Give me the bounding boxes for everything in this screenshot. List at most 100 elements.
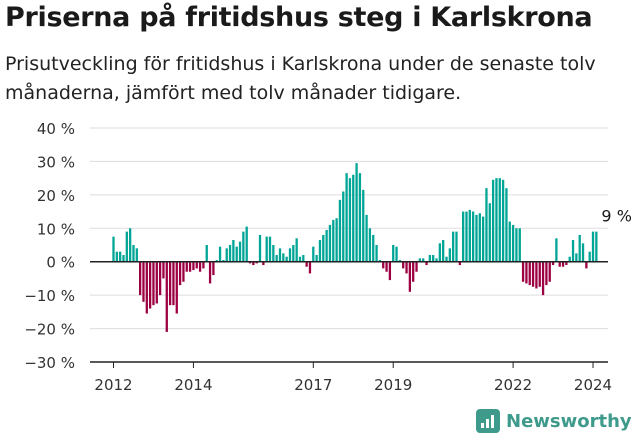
bar [172, 261, 175, 306]
bar [378, 260, 382, 262]
bar [481, 216, 485, 262]
bar [292, 245, 295, 262]
bar [418, 258, 422, 262]
bar [145, 261, 148, 314]
bar [218, 246, 222, 262]
bar [348, 178, 352, 262]
bar [445, 256, 448, 262]
bar [515, 228, 518, 262]
bar [541, 261, 545, 296]
bar [245, 226, 248, 262]
x-tick-label: 2024 [574, 376, 612, 394]
bar [415, 261, 418, 272]
bar [565, 261, 568, 266]
bar [491, 179, 495, 262]
bar [355, 163, 358, 262]
bar [325, 229, 328, 262]
x-tick-label: 2017 [294, 376, 332, 394]
bar [525, 261, 528, 284]
bar [312, 246, 315, 262]
bar [468, 209, 471, 262]
bar [488, 203, 491, 262]
bar [442, 239, 445, 262]
bar [528, 261, 531, 286]
y-tick-label: −30 % [24, 354, 75, 372]
bar [168, 261, 172, 306]
y-tick-label: 20 % [37, 187, 75, 205]
bar [175, 261, 178, 314]
bar [302, 255, 305, 262]
bar [208, 261, 212, 284]
bar [238, 241, 242, 262]
bar [162, 261, 165, 279]
bar [222, 260, 225, 262]
bar [178, 261, 182, 286]
bar [158, 261, 162, 296]
bar [328, 224, 332, 262]
bar [192, 261, 195, 271]
bar [298, 256, 302, 262]
bar [518, 228, 521, 262]
newsworthy-logo-text: Newsworthy [506, 410, 631, 432]
bar [342, 191, 345, 262]
bar [521, 261, 525, 282]
bar [422, 258, 425, 262]
bar [322, 234, 325, 262]
bar [385, 261, 388, 272]
bar [365, 214, 368, 262]
bar [591, 231, 595, 262]
bar [548, 261, 551, 282]
bar [225, 248, 228, 262]
bar [392, 245, 395, 262]
bar [188, 261, 192, 272]
bar [185, 261, 188, 272]
bar [402, 261, 405, 269]
bar [452, 231, 455, 262]
bar [165, 261, 168, 332]
chart-title: Priserna på fritidshus steg i Karlskrona [5, 2, 593, 33]
bar [412, 261, 415, 282]
bar [152, 261, 155, 306]
bar [275, 255, 278, 262]
bar [535, 261, 538, 289]
bar [471, 211, 475, 262]
bar [352, 174, 355, 262]
bar [295, 238, 298, 262]
y-tick-label: −10 % [24, 287, 75, 305]
bar [578, 234, 581, 262]
bar [498, 178, 501, 262]
chart-subtitle: Prisutveckling för fritidshus i Karlskro… [5, 53, 596, 104]
bar [438, 243, 441, 262]
bar [435, 258, 438, 262]
bar [425, 261, 428, 266]
bar [531, 261, 535, 287]
bar [268, 236, 272, 262]
bar [545, 261, 548, 286]
bar [288, 248, 292, 262]
bar [575, 253, 578, 262]
bar [462, 211, 465, 262]
bar [335, 218, 338, 262]
y-tick-label: 40 % [37, 120, 75, 138]
bar [581, 243, 585, 262]
bar [125, 231, 128, 262]
bar [538, 261, 541, 287]
y-tick-label: 10 % [37, 220, 75, 238]
bar [205, 245, 208, 262]
bar [272, 245, 275, 262]
bar [112, 236, 115, 262]
bar [119, 251, 122, 262]
bar [338, 199, 342, 262]
bar [511, 224, 515, 262]
bar [155, 261, 158, 304]
bar [388, 261, 392, 281]
bar [585, 261, 588, 269]
bar [318, 239, 322, 262]
bar [588, 251, 591, 262]
x-tick-label: 2019 [374, 376, 412, 394]
bar [372, 234, 375, 262]
bar [382, 261, 385, 269]
bar [508, 221, 511, 262]
bar [122, 255, 125, 262]
